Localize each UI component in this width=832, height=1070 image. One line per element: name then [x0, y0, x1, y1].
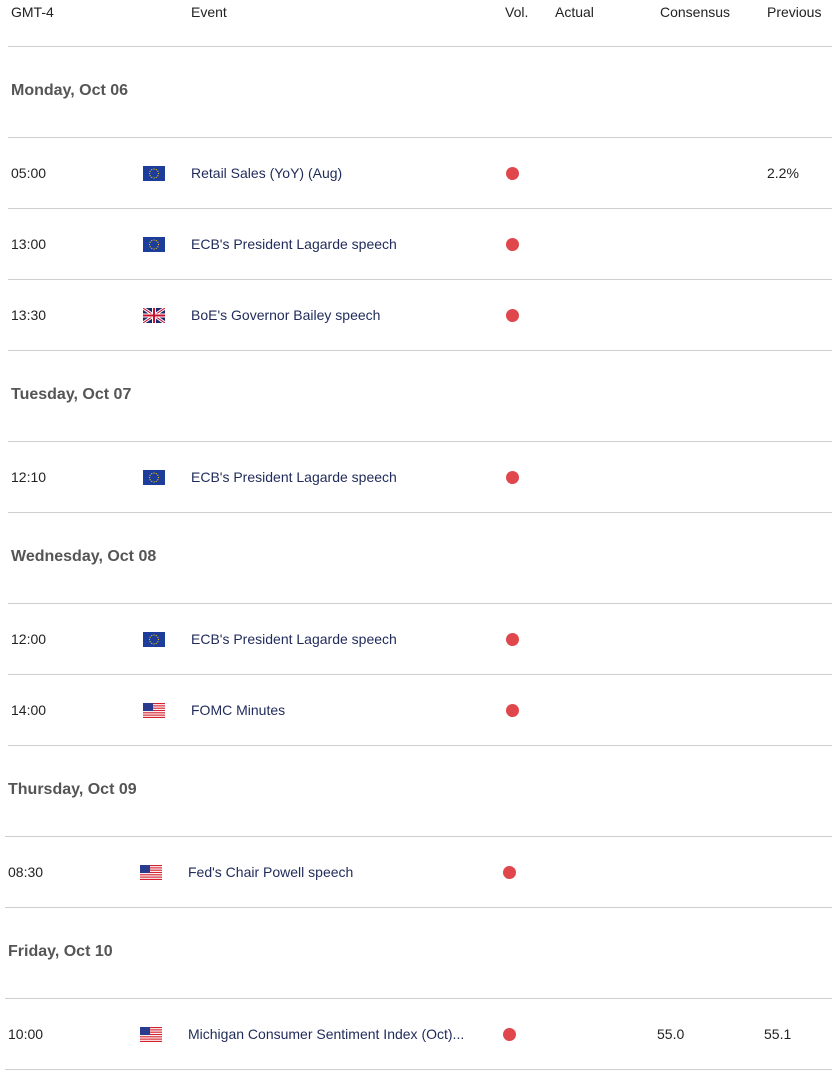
eu-flag-icon — [143, 632, 165, 647]
event-time: 12:10 — [11, 469, 47, 485]
eu-flag-icon — [143, 166, 165, 181]
day-header: Friday, Oct 10 — [5, 908, 832, 999]
event-header: Event — [191, 4, 227, 20]
timezone-header[interactable]: GMT-4 — [11, 4, 54, 20]
us-flag-icon — [143, 703, 165, 718]
event-row[interactable]: 12:00 ECB's President Lagarde speech — [8, 604, 832, 675]
actual-header: Actual — [555, 4, 594, 20]
event-time: 14:00 — [11, 702, 47, 718]
event-row[interactable]: 05:00 Retail Sales (YoY) (Aug) 2.2% — [8, 138, 832, 209]
event-row[interactable]: 14:00 FOMC Minutes — [8, 675, 832, 746]
high-volatility-icon — [503, 866, 516, 879]
day-header: Thursday, Oct 09 — [5, 746, 832, 837]
event-name[interactable]: Michigan Consumer Sentiment Index (Oct).… — [188, 1026, 465, 1042]
event-name[interactable]: Fed's Chair Powell speech — [188, 864, 354, 880]
us-flag-icon — [140, 865, 162, 880]
previous-value: 55.1 — [764, 1026, 792, 1042]
high-volatility-icon — [506, 167, 519, 180]
consensus-value: 55.0 — [657, 1026, 685, 1042]
event-name[interactable]: ECB's President Lagarde speech — [191, 469, 397, 485]
event-name[interactable]: FOMC Minutes — [191, 702, 286, 718]
eu-flag-icon — [143, 237, 165, 252]
event-row[interactable]: 12:10 ECB's President Lagarde speech — [8, 442, 832, 513]
economic-calendar-list: Monday, Oct 06 05:00 Retail Sales (YoY) (A… — [5, 47, 832, 1070]
high-volatility-icon — [506, 704, 519, 717]
us-flag-icon — [140, 1027, 162, 1042]
day-label: Monday, Oct 06 — [11, 82, 129, 99]
event-time: 08:30 — [8, 864, 44, 880]
day-label: Wednesday, Oct 08 — [11, 548, 157, 565]
event-name[interactable]: BoE's Governor Bailey speech — [191, 307, 381, 323]
high-volatility-icon — [506, 238, 519, 251]
day-label: Friday, Oct 10 — [8, 943, 113, 960]
day-label: Thursday, Oct 09 — [8, 781, 137, 798]
high-volatility-icon — [503, 1028, 516, 1041]
event-time: 13:30 — [11, 307, 47, 323]
day-header: Tuesday, Oct 07 — [8, 351, 832, 442]
consensus-header: Consensus — [660, 4, 731, 20]
uk-flag-icon — [142, 306, 166, 325]
event-time: 12:00 — [11, 631, 47, 647]
event-row[interactable]: 13:00 ECB's President Lagarde speech — [8, 209, 832, 280]
high-volatility-icon — [506, 471, 519, 484]
high-volatility-icon — [506, 633, 519, 646]
event-name[interactable]: ECB's President Lagarde speech — [191, 631, 397, 647]
day-header: Wednesday, Oct 08 — [8, 513, 832, 604]
event-name[interactable]: ECB's President Lagarde speech — [191, 236, 397, 252]
event-time: 05:00 — [11, 165, 47, 181]
event-name[interactable]: Retail Sales (YoY) (Aug) — [191, 165, 343, 181]
eu-flag-icon — [143, 470, 165, 485]
event-time: 10:00 — [8, 1026, 44, 1042]
table-header: GMT-4 Event Vol. Actual Consensus Previo… — [8, 0, 832, 47]
previous-value: 2.2% — [767, 165, 799, 181]
previous-header: Previous — [767, 4, 822, 20]
event-time: 13:00 — [11, 236, 47, 252]
event-row[interactable]: 08:30 Fed's Chair Powell speech — [5, 837, 832, 908]
day-label: Tuesday, Oct 07 — [11, 386, 132, 403]
high-volatility-icon — [506, 309, 519, 322]
event-row[interactable]: 13:30 BoE's Governor Bailey speech — [8, 280, 832, 351]
vol-header: Vol. — [505, 4, 529, 20]
event-row[interactable]: 10:00 Michigan Consumer Sentiment Index (… — [5, 999, 832, 1070]
day-header: Monday, Oct 06 — [8, 47, 832, 138]
